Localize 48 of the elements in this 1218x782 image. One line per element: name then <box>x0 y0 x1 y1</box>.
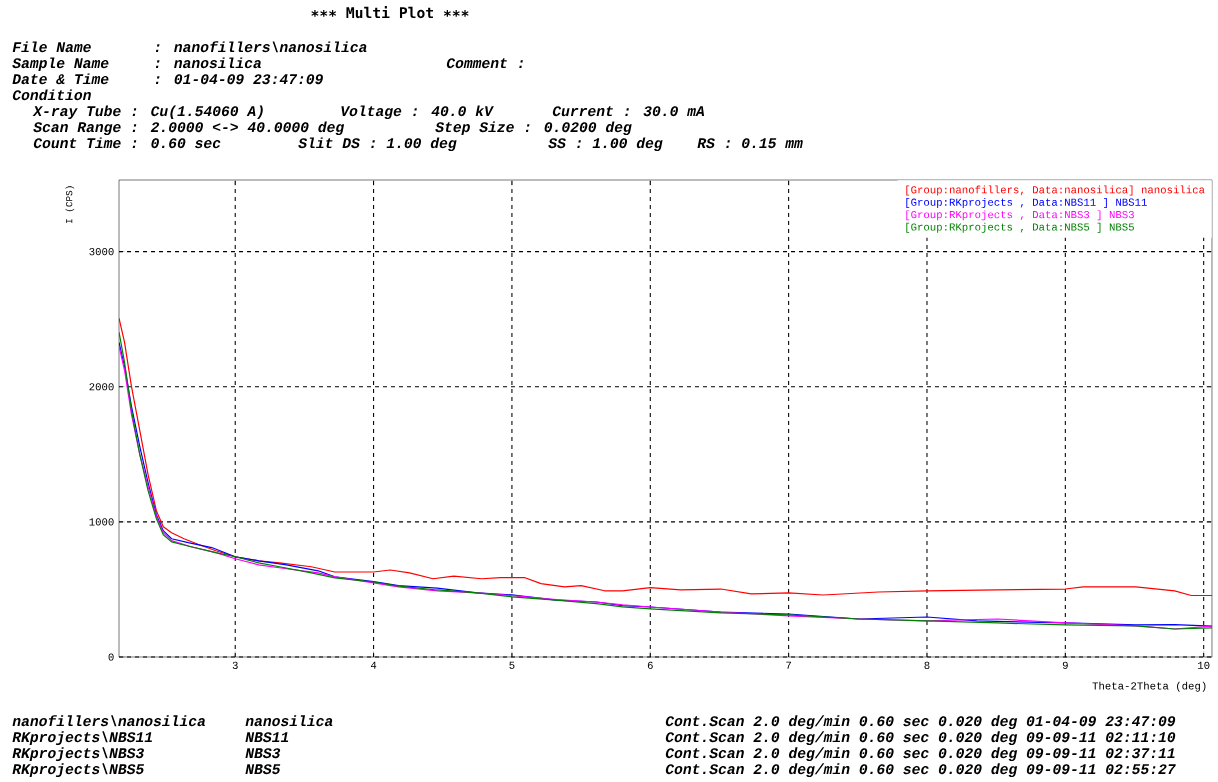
y-tick-label: 0 <box>108 653 114 661</box>
text: [Group:RKprojects , Data:NBS3 ] NBS3 <box>906 210 1134 221</box>
text: Comment : <box>446 58 523 69</box>
x-tick-label: 6 <box>647 661 653 669</box>
text: Slit DS : 1.00 deg <box>298 137 457 152</box>
text: NBS3 <box>245 748 281 759</box>
text: [Group:nanofillers, Data:nanosilica] nanosilica <box>906 185 1205 196</box>
text: Count Time : 0.60 sec <box>33 137 221 149</box>
text: RKprojects\NBS3 <box>12 747 144 762</box>
x-tick-label: 5 <box>509 661 515 669</box>
y-tick-label: 2000 <box>89 383 114 391</box>
text: NBS11 <box>245 732 289 743</box>
x-tick-label: 3 <box>232 661 238 669</box>
text: NBS5 <box>245 764 281 775</box>
text: [Group:RKprojects , Data:NBS5 ] NBS5 <box>906 222 1134 233</box>
x-tick-label: 9 <box>1062 661 1068 669</box>
text: Sample Name <box>12 57 109 72</box>
text: Scan Range : 2.0000 <-> 40.0000 deg <box>33 121 345 136</box>
text: RS : 0.15 mm <box>697 138 803 149</box>
text: X-ray Tube : Cu(1.54060 A) <box>32 105 263 120</box>
text: Voltage : 40.0 kV <box>341 105 494 120</box>
text: : nanofillers\nanosilica <box>155 41 367 53</box>
text: nanofillers\nanosilica <box>12 715 205 727</box>
text: : nanosilica <box>155 57 261 69</box>
x-tick-label: 4 <box>370 661 377 669</box>
text: [Group:RKprojects , Data:NBS11 ] NBS11 <box>906 197 1147 208</box>
text: Current : 30.0 mA <box>552 106 705 117</box>
text: Cont.Scan 2.0 deg/min 0.60 sec 0.020 deg 09-09-11 02:55:27 <box>665 763 1176 778</box>
text: Step Size : 0.0200 deg <box>435 121 632 136</box>
x-tick-label: 10 <box>1198 661 1210 669</box>
x-tick-label: 7 <box>786 661 791 669</box>
text: Date & Time <box>12 73 109 85</box>
text: nanosilica <box>245 715 333 727</box>
y-tick-label: 3000 <box>89 248 114 256</box>
chart-title: ∗∗∗ Multi Plot ∗∗∗ <box>311 6 469 19</box>
text: Cont.Scan 2.0 deg/min 0.60 sec 0.020 deg 09-09-11 02:37:11 <box>665 747 1175 762</box>
text: Condition <box>12 89 91 101</box>
y-axis-title: I (CPS) <box>65 186 75 223</box>
text: SS : 1.00 deg <box>548 137 663 152</box>
x-axis-title: Theta-2Theta (deg) <box>1092 681 1206 692</box>
text: File Name <box>12 41 91 53</box>
text: : 01-04-09 23:47:09 <box>155 74 323 85</box>
text: Cont.Scan 2.0 deg/min 0.60 sec 0.020 deg 01-04-09 23:47:09 <box>665 715 1176 730</box>
x-tick-label: 8 <box>924 661 930 669</box>
text: RKprojects\NBS11 <box>12 731 152 746</box>
text: Cont.Scan 2.0 deg/min 0.60 sec 0.020 deg 09-09-11 02:11:10 <box>665 731 1176 746</box>
y-tick-label: 1000 <box>89 518 114 526</box>
text: RKprojects\NBS5 <box>12 763 145 778</box>
